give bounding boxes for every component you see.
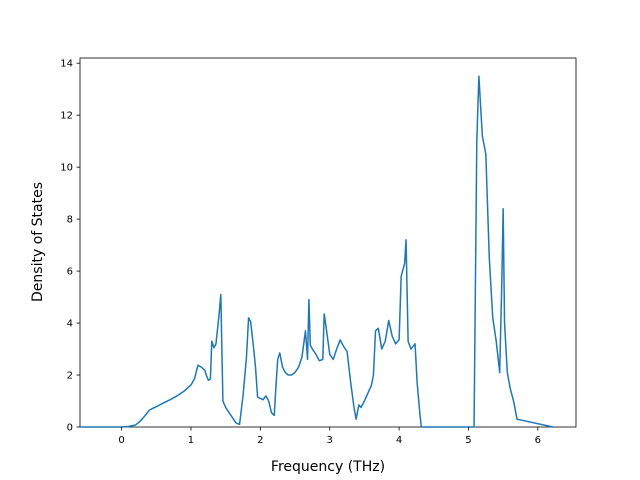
x-tick-label: 1 bbox=[188, 435, 194, 446]
y-axis-label: Density of States bbox=[30, 182, 46, 302]
x-tick-label: 0 bbox=[118, 435, 124, 446]
y-axis-ticks: 0 2 4 6 8 10 12 14 bbox=[60, 59, 80, 434]
x-axis-ticks: 0 1 2 3 4 5 6 bbox=[118, 427, 541, 446]
x-tick-label: 4 bbox=[396, 435, 402, 446]
x-tick-label: 2 bbox=[257, 435, 263, 446]
axes-frame bbox=[79, 57, 577, 428]
y-tick-label: 14 bbox=[60, 59, 73, 70]
y-tick-label: 2 bbox=[67, 371, 73, 382]
x-axis-label: Frequency (THz) bbox=[271, 459, 385, 475]
y-tick-label: 12 bbox=[60, 111, 73, 122]
series-layer bbox=[80, 75, 554, 428]
x-tick-label: 5 bbox=[465, 435, 471, 446]
y-tick-label: 10 bbox=[60, 163, 73, 174]
y-tick-label: 8 bbox=[67, 215, 73, 226]
plot-area bbox=[79, 57, 577, 428]
y-tick-label: 0 bbox=[67, 423, 73, 434]
y-tick-label: 6 bbox=[67, 267, 73, 278]
x-tick-label: 3 bbox=[327, 435, 333, 446]
series-line-0 bbox=[80, 75, 554, 428]
y-tick-label: 4 bbox=[67, 319, 73, 330]
x-tick-label: 6 bbox=[535, 435, 541, 446]
